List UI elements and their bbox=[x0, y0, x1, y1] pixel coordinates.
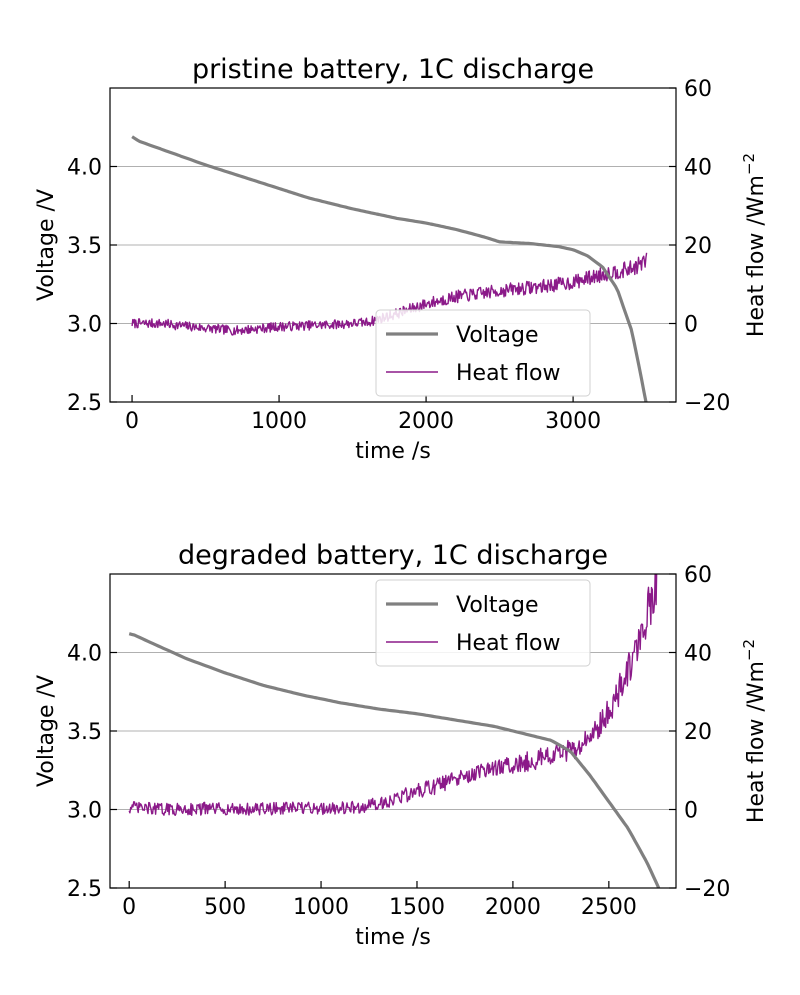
legend-label: Heat flow bbox=[456, 631, 561, 656]
y-tick-label: 3.0 bbox=[67, 313, 102, 338]
y-tick-label: 2.5 bbox=[67, 877, 102, 902]
y-axis-label: Voltage /V bbox=[34, 189, 59, 301]
chart-pristine: 0 1000 2000 3000 2.5 3.0 3.5 4.0 −20 0 20 40 60 prist… bbox=[34, 54, 769, 464]
series-line-voltage bbox=[131, 135, 648, 402]
y2-tick-label: 60 bbox=[684, 563, 712, 588]
y2-axis-label-superscript: −2 bbox=[740, 639, 758, 661]
y-tick-label: 3.5 bbox=[67, 720, 102, 745]
y-tick-label: 3.5 bbox=[67, 234, 102, 259]
series-line-voltage bbox=[128, 632, 661, 888]
x-tick-label: 3000 bbox=[545, 409, 601, 434]
legend-label: Voltage bbox=[456, 323, 539, 348]
y-tick-label: 4.0 bbox=[67, 642, 102, 667]
x-tick-label: 500 bbox=[204, 895, 246, 920]
y-tick-label: 4.0 bbox=[67, 156, 102, 181]
y2-axis-label-text: Heat flow /Wm bbox=[744, 661, 769, 823]
y2-axis-label: Heat flow /Wm−2 bbox=[740, 639, 769, 823]
x-tick-label: 0 bbox=[122, 895, 136, 920]
y-axis-label: Voltage /V bbox=[34, 675, 59, 787]
y2-tick-label: −20 bbox=[684, 391, 730, 416]
x-axis-label: time /s bbox=[355, 925, 431, 950]
x-tick-label: 1000 bbox=[293, 895, 349, 920]
y2-tick-label: 0 bbox=[684, 313, 698, 338]
y2-axis-label-superscript: −2 bbox=[740, 153, 758, 175]
legend-box bbox=[375, 309, 591, 397]
y2-tick-label: 0 bbox=[684, 799, 698, 824]
chart-degraded: 0 500 1000 1500 2000 2500 2.5 3.0 3.5 4.0 −20 0 20 40… bbox=[34, 540, 769, 950]
legend-label: Voltage bbox=[456, 593, 539, 618]
x-tick-label: 1500 bbox=[389, 895, 445, 920]
y-tick-label: 2.5 bbox=[67, 391, 102, 416]
chart-title: pristine battery, 1C discharge bbox=[192, 54, 594, 85]
y-tick-label: 3.0 bbox=[67, 799, 102, 824]
y2-tick-label: −20 bbox=[684, 877, 730, 902]
y2-tick-label: 60 bbox=[684, 77, 712, 102]
y2-tick-label: 20 bbox=[684, 234, 712, 259]
y2-tick-label: 20 bbox=[684, 720, 712, 745]
x-axis-label: time /s bbox=[355, 439, 431, 464]
x-tick-label: 2000 bbox=[485, 895, 541, 920]
x-tick-label: 2500 bbox=[581, 895, 637, 920]
chart-title: degraded battery, 1C discharge bbox=[178, 540, 608, 571]
series-line-heat-flow bbox=[128, 574, 658, 816]
y2-axis-label-text: Heat flow /Wm bbox=[744, 175, 769, 337]
x-tick-label: 0 bbox=[125, 409, 139, 434]
y2-tick-label: 40 bbox=[684, 156, 712, 181]
y2-axis-label: Heat flow /Wm−2 bbox=[740, 153, 769, 337]
x-tick-label: 2000 bbox=[398, 409, 454, 434]
legend-box bbox=[375, 579, 591, 667]
y2-tick-label: 40 bbox=[684, 642, 712, 667]
x-tick-label: 1000 bbox=[251, 409, 307, 434]
legend-label: Heat flow bbox=[456, 361, 561, 386]
plot-area bbox=[128, 574, 661, 888]
